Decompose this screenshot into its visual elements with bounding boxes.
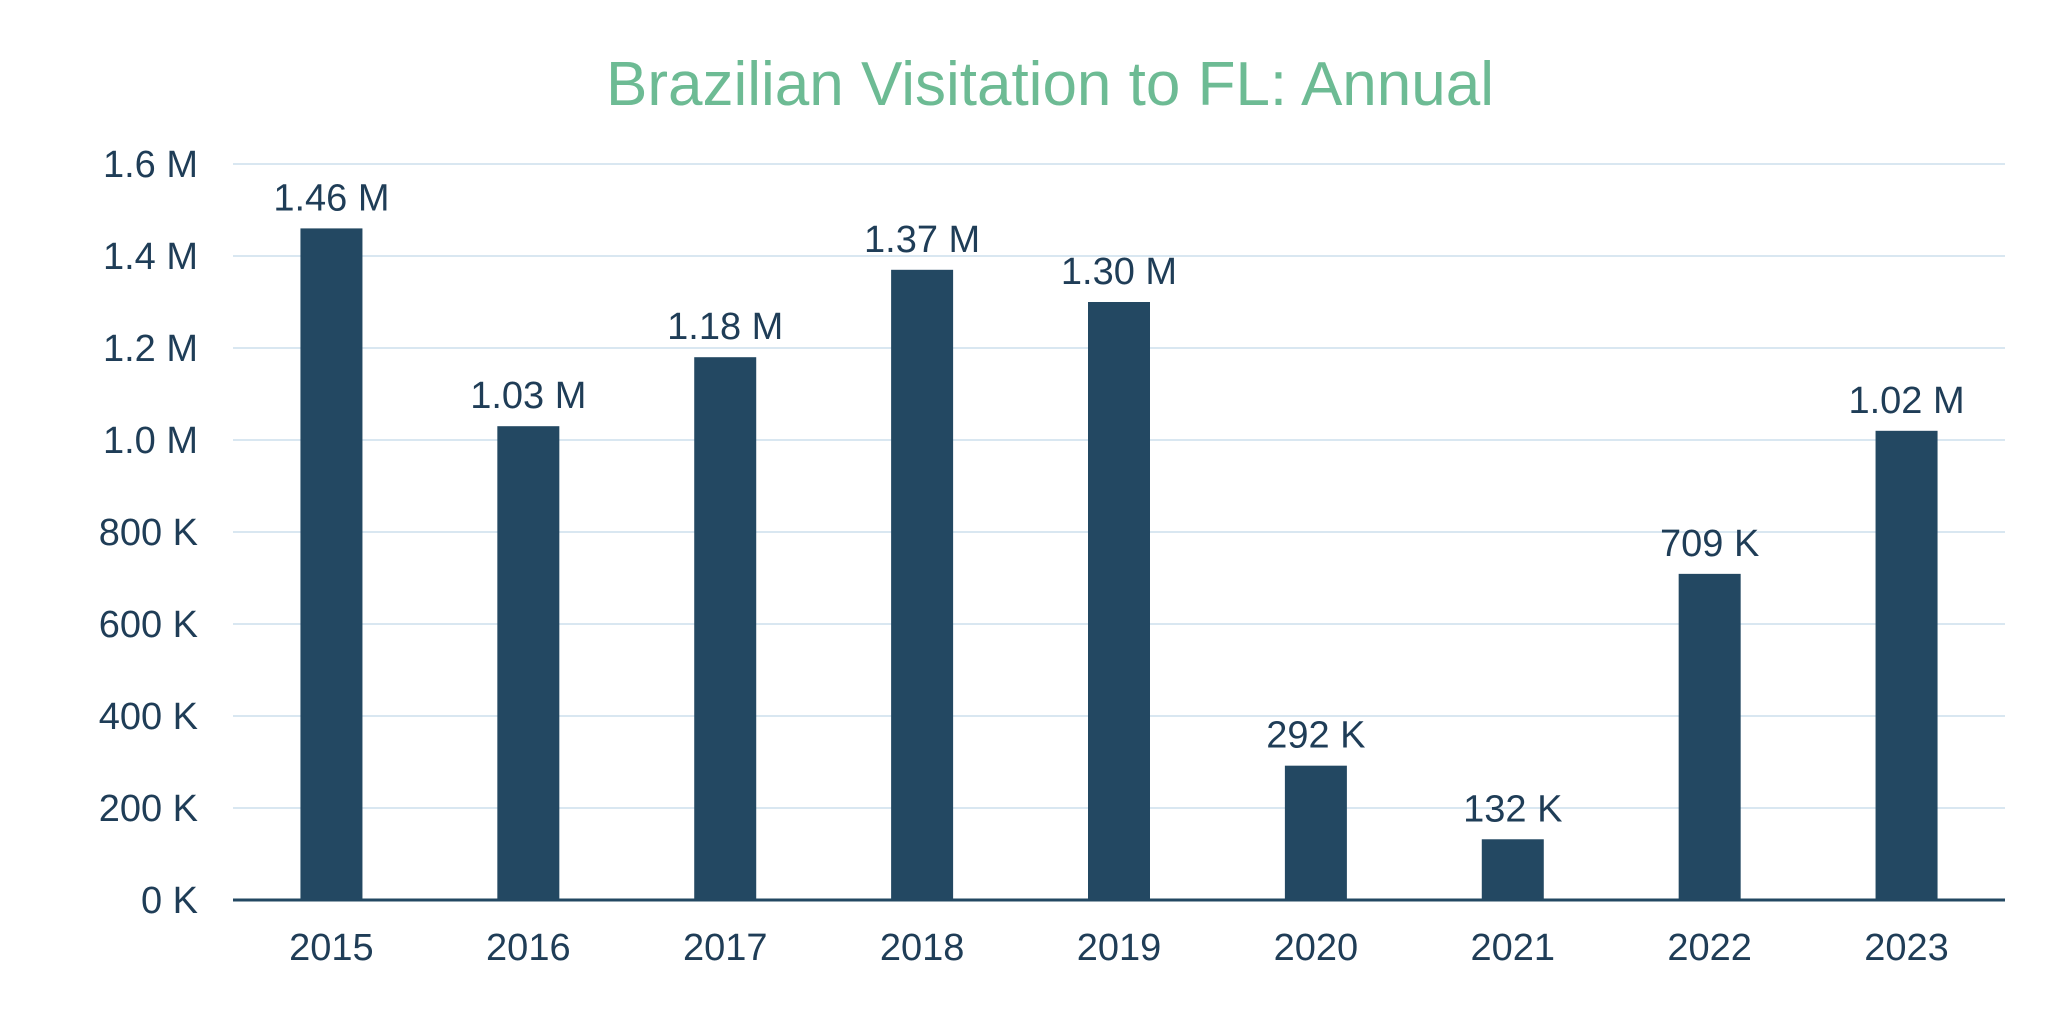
x-tick-label: 2021 bbox=[1471, 927, 1556, 969]
x-tick-label: 2016 bbox=[486, 927, 571, 969]
bar-2019 bbox=[1088, 302, 1150, 900]
chart-title: Brazilian Visitation to FL: Annual bbox=[606, 50, 1494, 119]
data-label-2015: 1.46 M bbox=[273, 177, 389, 219]
data-label-2022: 709 K bbox=[1660, 523, 1759, 565]
y-tick-label: 1.0 M bbox=[103, 420, 198, 462]
x-tick-label: 2019 bbox=[1077, 927, 1162, 969]
y-tick-label: 600 K bbox=[99, 604, 198, 646]
data-label-2019: 1.30 M bbox=[1061, 251, 1177, 293]
y-tick-label: 1.4 M bbox=[103, 236, 198, 278]
bar-2020 bbox=[1284, 765, 1347, 900]
bar-2023 bbox=[1875, 430, 1938, 900]
bar-2021 bbox=[1481, 839, 1544, 900]
axes: 0 K 200 K 400 K 600 K 800 K 1.0 M 1.2 M 1.4 M 1.… bbox=[99, 144, 2005, 969]
y-tick-label: 1.6 M bbox=[103, 144, 198, 186]
x-tick-label: 2015 bbox=[289, 927, 374, 969]
bar-2015 bbox=[300, 228, 363, 900]
y-tick-label: 400 K bbox=[99, 696, 198, 738]
y-tick-label: 0 K bbox=[141, 880, 198, 922]
bar-2017 bbox=[694, 357, 757, 900]
data-label-2021: 132 K bbox=[1463, 788, 1562, 830]
bar-2016 bbox=[497, 426, 560, 900]
bars bbox=[300, 228, 1938, 900]
x-tick-label: 2017 bbox=[683, 927, 768, 969]
x-tick-label: 2022 bbox=[1667, 927, 1752, 969]
x-tick-label: 2018 bbox=[880, 927, 965, 969]
y-tick-label: 1.2 M bbox=[103, 328, 198, 370]
data-label-2018: 1.37 M bbox=[864, 219, 980, 261]
bar-2018 bbox=[891, 269, 954, 900]
y-tick-label: 800 K bbox=[99, 512, 198, 554]
bar-2022 bbox=[1678, 573, 1741, 900]
data-label-2016: 1.03 M bbox=[470, 375, 586, 417]
x-tick-label: 2023 bbox=[1864, 927, 1949, 969]
y-tick-label: 200 K bbox=[99, 788, 198, 830]
data-label-2020: 292 K bbox=[1266, 715, 1365, 757]
data-labels: 1.46 M 1.03 M 1.18 M 1.37 M 1.30 M 292 K 132 K… bbox=[273, 177, 1964, 830]
data-label-2023: 1.02 M bbox=[1848, 380, 1964, 422]
data-label-2017: 1.18 M bbox=[667, 306, 783, 348]
x-tick-label: 2020 bbox=[1274, 927, 1359, 969]
